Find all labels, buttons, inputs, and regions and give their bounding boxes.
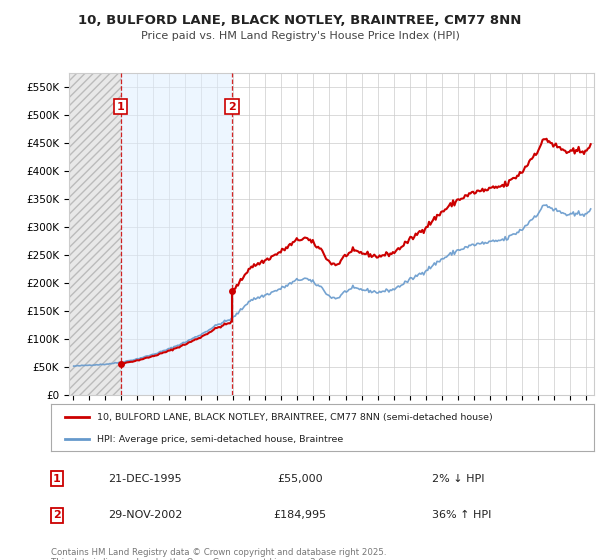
Text: 2: 2	[228, 101, 236, 111]
Text: 1: 1	[53, 474, 61, 484]
Text: Price paid vs. HM Land Registry's House Price Index (HPI): Price paid vs. HM Land Registry's House …	[140, 31, 460, 41]
Text: Contains HM Land Registry data © Crown copyright and database right 2025.
This d: Contains HM Land Registry data © Crown c…	[51, 548, 386, 560]
Text: £184,995: £184,995	[274, 510, 326, 520]
Text: HPI: Average price, semi-detached house, Braintree: HPI: Average price, semi-detached house,…	[97, 435, 343, 444]
Text: 1: 1	[117, 101, 124, 111]
Text: 10, BULFORD LANE, BLACK NOTLEY, BRAINTREE, CM77 8NN: 10, BULFORD LANE, BLACK NOTLEY, BRAINTRE…	[79, 14, 521, 27]
Text: 2: 2	[53, 510, 61, 520]
Text: 21-DEC-1995: 21-DEC-1995	[108, 474, 182, 484]
Text: 10, BULFORD LANE, BLACK NOTLEY, BRAINTREE, CM77 8NN (semi-detached house): 10, BULFORD LANE, BLACK NOTLEY, BRAINTRE…	[97, 413, 493, 422]
Text: 2% ↓ HPI: 2% ↓ HPI	[432, 474, 485, 484]
Text: 36% ↑ HPI: 36% ↑ HPI	[432, 510, 491, 520]
Text: 29-NOV-2002: 29-NOV-2002	[108, 510, 182, 520]
Bar	[121, 73, 232, 395]
Text: £55,000: £55,000	[277, 474, 323, 484]
Bar	[69, 73, 121, 395]
